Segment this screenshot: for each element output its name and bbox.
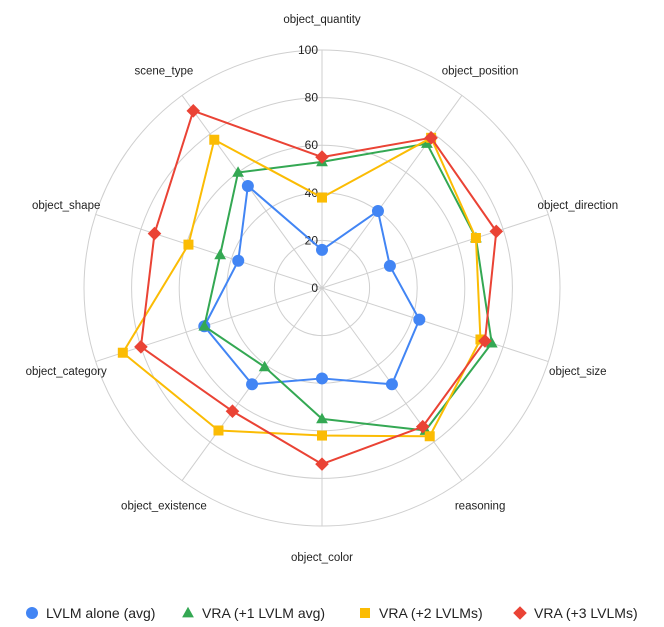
grid-spoke xyxy=(95,213,323,289)
legend-marker xyxy=(182,606,194,618)
series-vra-2-lvlms xyxy=(117,132,486,442)
legend-item: VRA (+3 LVLMs) xyxy=(513,605,638,621)
axis-label-reasoning: reasoning xyxy=(455,501,506,513)
legend-marker xyxy=(26,607,38,619)
legend-item: LVLM alone (avg) xyxy=(26,605,155,621)
axis-label-scene-type: scene_type xyxy=(134,65,193,77)
data-point-object-shape xyxy=(147,226,162,241)
grid-spoke xyxy=(321,213,549,289)
axis-labels: object_quantity object_position object_dir… xyxy=(26,14,619,564)
legend-item: VRA (+2 LVLMs) xyxy=(360,605,483,621)
data-point-object-shape xyxy=(232,254,245,267)
data-point-object-color xyxy=(317,430,327,441)
data-point-object-direction xyxy=(470,232,481,243)
legend-marker xyxy=(360,608,370,618)
data-point-object-shape xyxy=(214,248,227,260)
data-point-reasoning xyxy=(415,419,430,434)
legend-label: LVLM alone (avg) xyxy=(46,605,155,621)
grid-spoke xyxy=(321,95,463,289)
data-point-object-size xyxy=(478,334,492,348)
data-point-object-position xyxy=(371,204,384,217)
data-point-object-direction xyxy=(383,259,396,272)
tick-label: 0 xyxy=(311,281,318,295)
data-point-object-quantity xyxy=(317,192,327,203)
data-point-object-color xyxy=(316,372,328,385)
tick-label: 100 xyxy=(298,43,318,57)
axis-label-object-category: object_category xyxy=(26,366,107,378)
data-point-object-category xyxy=(117,347,128,358)
axis-label-object-direction: object_direction xyxy=(538,200,619,212)
axis-label-object-position: object_position xyxy=(442,65,519,77)
data-point-object-existence xyxy=(213,425,224,436)
grid-spoke xyxy=(321,287,549,363)
data-point-object-size xyxy=(413,313,426,326)
data-point-scene-type xyxy=(232,166,244,177)
data-point-object-category xyxy=(134,340,148,354)
tick-label: 60 xyxy=(305,138,319,152)
data-point-object-color xyxy=(315,457,329,471)
data-point-object-existence xyxy=(246,378,259,391)
data-point-reasoning xyxy=(385,378,398,391)
data-point-object-color xyxy=(316,412,328,424)
data-point-object-size xyxy=(485,336,498,348)
data-point-object-position xyxy=(424,131,438,145)
data-point-object-category xyxy=(198,320,211,331)
legend-label: VRA (+1 LVLM avg) xyxy=(202,605,325,621)
data-point-object-existence xyxy=(258,360,271,372)
data-point-scene-type xyxy=(241,179,254,192)
series-vra-3-lvlms xyxy=(134,104,504,471)
legend-item: VRA (+1 LVLM avg) xyxy=(182,605,325,621)
tick-label: 80 xyxy=(305,91,319,105)
data-point-object-shape xyxy=(183,239,194,250)
legend-label: VRA (+2 LVLMs) xyxy=(379,605,483,621)
data-point-scene-type xyxy=(186,104,201,118)
data-point-object-direction xyxy=(489,224,504,239)
legend-label: VRA (+3 LVLMs) xyxy=(534,605,638,621)
data-point-scene-type xyxy=(209,134,220,145)
data-point-object-existence xyxy=(225,404,240,419)
grid-spoke xyxy=(181,95,323,289)
axis-label-object-quantity: object_quantity xyxy=(283,14,361,26)
axis-label-object-existence: object_existence xyxy=(121,501,207,513)
series-layer xyxy=(117,104,504,471)
axis-label-object-color: object_color xyxy=(291,552,353,564)
axis-label-object-size: object_size xyxy=(549,366,607,378)
series-line xyxy=(121,136,482,438)
legend: LVLM alone (avg) VRA (+1 LVLM avg) VRA (+2… xyxy=(26,605,638,621)
data-point-object-quantity xyxy=(315,150,329,164)
radar-grid xyxy=(83,49,561,527)
data-point-object-quantity xyxy=(316,243,328,256)
legend-marker xyxy=(513,606,527,620)
axis-label-object-shape: object_shape xyxy=(32,200,100,212)
data-point-reasoning xyxy=(424,431,435,442)
